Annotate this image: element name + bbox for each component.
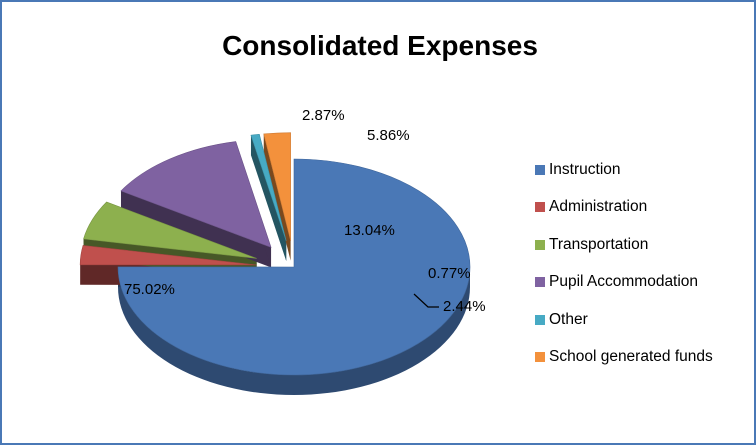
legend-swatch (535, 202, 545, 213)
data-label: 0.77% (428, 265, 471, 282)
legend-item: Instruction (535, 151, 713, 189)
legend-swatch (535, 277, 545, 288)
legend-label: Administration (549, 198, 648, 216)
pie-slice-pupil-accommodation (120, 141, 272, 248)
chart-title: Consolidated Expenses (222, 30, 538, 61)
pie-slice-side (263, 133, 291, 261)
pie-slice-transportation (83, 201, 257, 259)
pie-slice-instruction (117, 158, 471, 376)
legend-item: Pupil Accommodation (535, 264, 713, 302)
data-label: 75.02% (124, 281, 175, 298)
legend-label: Instruction (549, 160, 621, 178)
legend-swatch (535, 239, 545, 250)
legend-item: Administration (535, 189, 713, 227)
legend-label: School generated funds (549, 348, 713, 366)
legend-swatch (535, 352, 545, 363)
legend-item: Other (535, 301, 713, 339)
data-label: 13.04% (344, 222, 395, 239)
pie-slice-administration (79, 245, 257, 266)
legend-item: Transportation (535, 226, 713, 264)
legend-swatch (535, 164, 545, 175)
data-label: 2.87% (302, 107, 345, 124)
legend-swatch (535, 314, 545, 325)
leader-line (413, 293, 439, 308)
legend-item: School generated funds (535, 339, 713, 377)
legend-label: Pupil Accommodation (549, 273, 699, 291)
data-label: 5.86% (367, 127, 410, 144)
pie-slice-other (250, 133, 287, 242)
data-label: 2.44% (443, 298, 486, 315)
legend-label: Transportation (549, 235, 649, 253)
legend-label: Other (549, 310, 588, 328)
chart-legend: Instruction Administration Transportation P… (535, 151, 713, 376)
pie-slice-school-generated-funds (263, 132, 291, 241)
